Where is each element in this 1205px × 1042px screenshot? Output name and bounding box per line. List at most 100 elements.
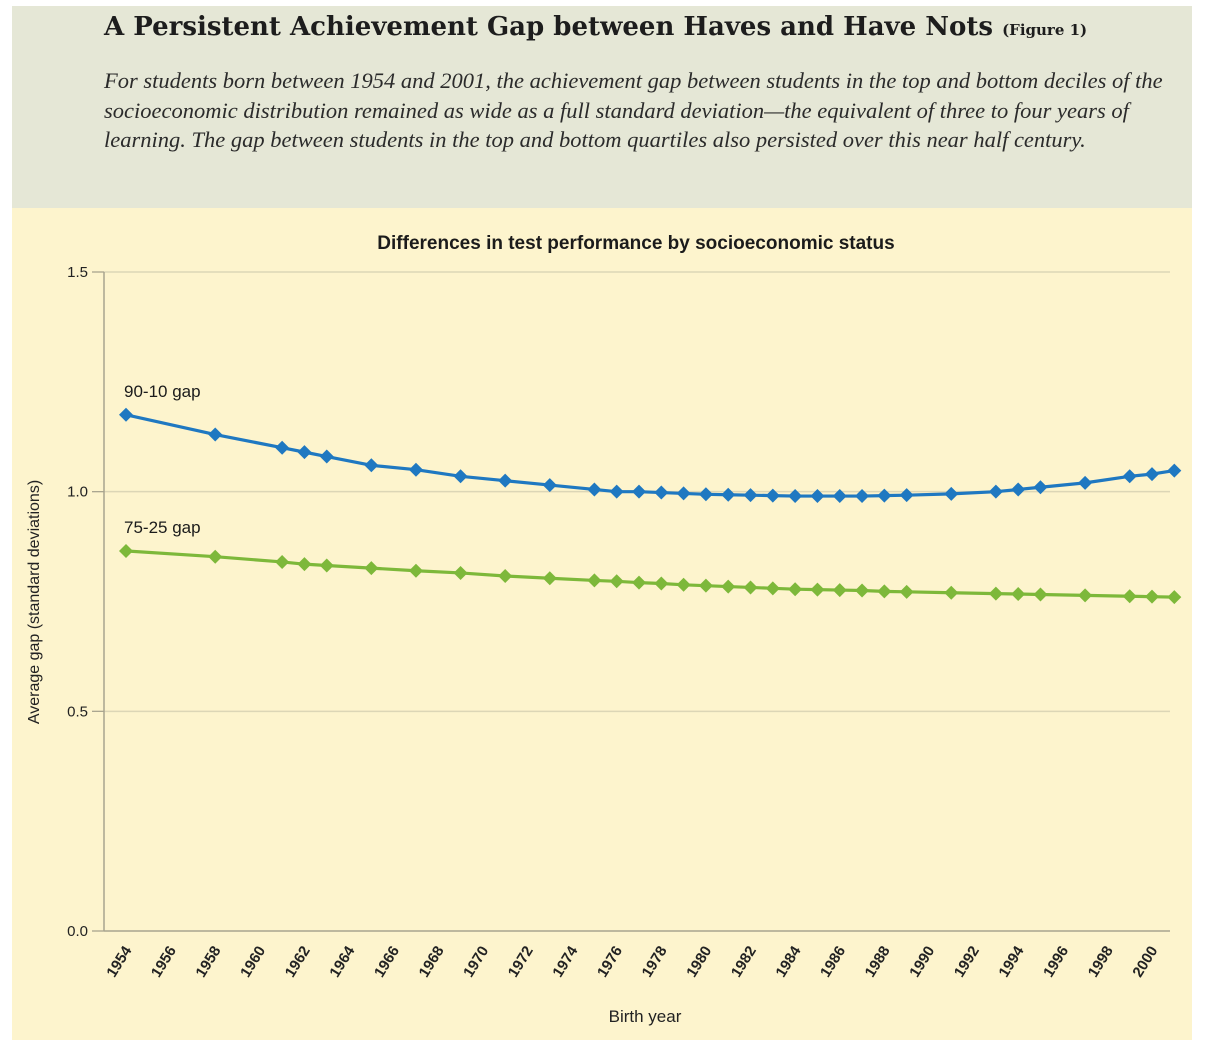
y-tick-label: 1.5 bbox=[67, 264, 88, 281]
figure-reference: (Figure 1) bbox=[1002, 21, 1088, 39]
data-point-marker bbox=[855, 583, 870, 598]
x-tick-label: 1994 bbox=[995, 943, 1027, 981]
data-point-marker bbox=[877, 488, 892, 503]
data-point-marker bbox=[743, 488, 758, 503]
data-point-marker bbox=[609, 484, 624, 499]
data-point-marker bbox=[988, 586, 1003, 601]
x-tick-label: 1988 bbox=[862, 943, 894, 980]
data-point-marker bbox=[319, 558, 334, 573]
data-point-marker bbox=[698, 487, 713, 502]
data-point-marker bbox=[119, 543, 133, 558]
data-point-marker bbox=[587, 573, 602, 588]
data-point-marker bbox=[364, 561, 379, 576]
y-tick-label: 0.5 bbox=[67, 703, 88, 720]
data-point-marker bbox=[498, 473, 513, 488]
data-point-marker bbox=[1078, 475, 1093, 490]
data-point-marker bbox=[743, 580, 758, 595]
x-tick-label: 1960 bbox=[237, 943, 269, 980]
x-tick-label: 1976 bbox=[594, 943, 626, 980]
data-point-marker bbox=[208, 427, 223, 442]
data-point-marker bbox=[654, 576, 669, 591]
data-point-marker bbox=[632, 575, 646, 590]
data-point-marker bbox=[832, 489, 847, 504]
data-point-marker bbox=[1033, 480, 1048, 495]
x-tick-label: 1992 bbox=[951, 943, 983, 980]
data-point-marker bbox=[1122, 469, 1137, 484]
data-point-marker bbox=[542, 571, 557, 586]
data-point-marker bbox=[587, 482, 602, 497]
series-label: 90-10 gap bbox=[124, 382, 201, 401]
data-point-marker bbox=[676, 486, 691, 501]
data-point-marker bbox=[632, 484, 646, 499]
data-point-marker bbox=[408, 462, 423, 477]
data-point-marker bbox=[788, 582, 803, 597]
x-tick-label: 2000 bbox=[1129, 943, 1161, 980]
data-point-marker bbox=[408, 563, 423, 578]
x-tick-label: 1968 bbox=[416, 943, 448, 980]
series-label: 75-25 gap bbox=[124, 518, 201, 537]
x-tick-label: 1958 bbox=[193, 943, 225, 980]
data-point-marker bbox=[788, 489, 803, 504]
x-tick-label: 1972 bbox=[505, 943, 537, 980]
y-tick-label: 0.0 bbox=[67, 923, 88, 940]
x-axis-label: Birth year bbox=[609, 1007, 682, 1026]
data-point-marker bbox=[1033, 587, 1048, 602]
y-axis-label: Average gap (standard deviations) bbox=[26, 480, 43, 724]
data-point-marker bbox=[988, 484, 1003, 499]
data-point-marker bbox=[609, 574, 624, 589]
x-tick-label: 1986 bbox=[817, 943, 849, 980]
data-point-marker bbox=[810, 582, 825, 597]
x-tick-label: 1956 bbox=[148, 943, 180, 980]
figure-header: A Persistent Achievement Gap between Hav… bbox=[12, 6, 1192, 208]
data-point-marker bbox=[832, 583, 847, 598]
x-tick-label: 1966 bbox=[371, 943, 403, 980]
x-tick-label: 1982 bbox=[728, 943, 760, 980]
data-point-marker bbox=[698, 578, 713, 593]
x-tick-label: 1998 bbox=[1085, 943, 1117, 980]
x-tick-label: 1962 bbox=[282, 943, 314, 980]
data-point-marker bbox=[297, 557, 312, 572]
data-point-marker bbox=[1145, 589, 1159, 604]
data-point-marker bbox=[319, 449, 334, 464]
x-tick-label: 1970 bbox=[460, 943, 492, 980]
data-point-marker bbox=[297, 445, 312, 460]
data-point-marker bbox=[208, 549, 223, 564]
data-point-marker bbox=[810, 489, 825, 504]
x-tick-label: 1996 bbox=[1040, 943, 1072, 980]
data-point-marker bbox=[275, 554, 290, 569]
x-tick-label: 1974 bbox=[549, 943, 581, 981]
y-tick-label: 1.0 bbox=[67, 484, 88, 501]
x-tick-label: 1964 bbox=[326, 943, 358, 981]
x-tick-label: 1984 bbox=[772, 943, 804, 981]
x-tick-label: 1990 bbox=[906, 943, 938, 980]
data-point-marker bbox=[899, 584, 914, 599]
data-point-marker bbox=[453, 469, 468, 484]
data-point-marker bbox=[1011, 587, 1026, 602]
data-point-marker bbox=[721, 487, 736, 502]
figure-title: A Persistent Achievement Gap between Hav… bbox=[104, 12, 1087, 42]
data-point-marker bbox=[899, 488, 914, 503]
data-point-marker bbox=[855, 489, 870, 504]
data-point-marker bbox=[542, 478, 557, 493]
chart-title: Differences in test performance by socio… bbox=[377, 233, 894, 254]
x-tick-label: 1978 bbox=[639, 943, 671, 980]
data-point-marker bbox=[944, 486, 959, 501]
data-point-marker bbox=[275, 440, 290, 455]
data-point-marker bbox=[453, 565, 468, 580]
data-point-marker bbox=[1167, 590, 1182, 605]
figure-subtitle: For students born between 1954 and 2001,… bbox=[104, 68, 1163, 152]
data-point-marker bbox=[1011, 482, 1026, 497]
figure-title-text: A Persistent Achievement Gap between Hav… bbox=[104, 12, 994, 42]
data-point-marker bbox=[721, 579, 736, 594]
data-point-marker bbox=[676, 577, 691, 592]
data-point-marker bbox=[1122, 589, 1137, 604]
data-point-marker bbox=[654, 485, 669, 500]
data-point-marker bbox=[765, 581, 780, 596]
data-point-marker bbox=[765, 488, 780, 503]
figure-panel: A Persistent Achievement Gap between Hav… bbox=[12, 6, 1192, 1040]
data-point-marker bbox=[1167, 463, 1182, 478]
data-point-marker bbox=[1078, 588, 1093, 603]
data-point-marker bbox=[877, 584, 892, 599]
data-point-marker bbox=[119, 407, 133, 422]
